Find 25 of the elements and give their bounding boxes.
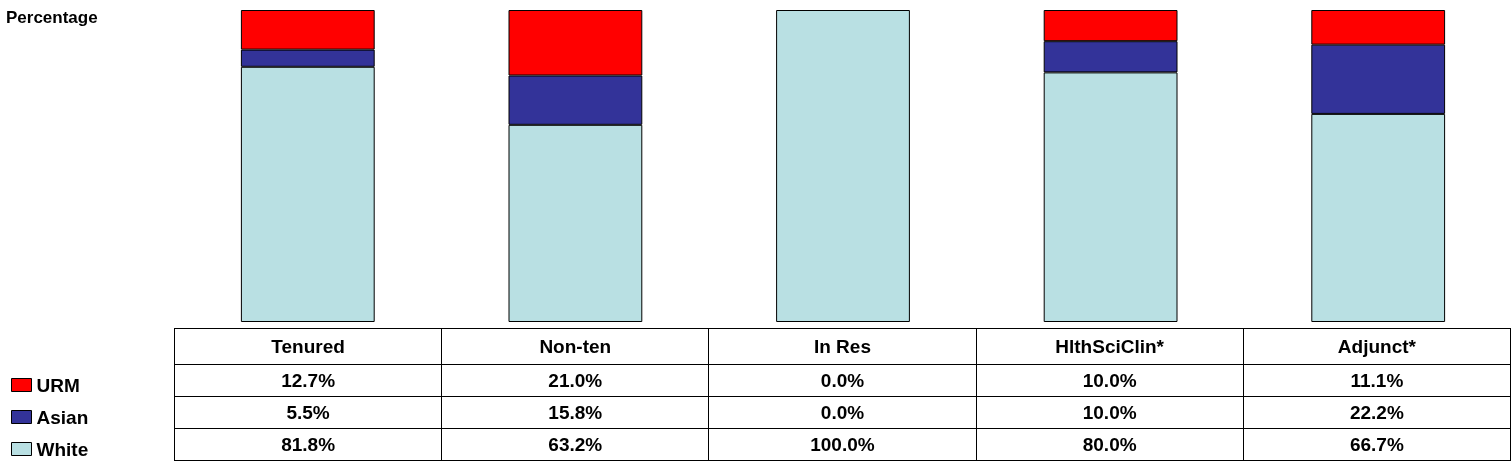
data-label: 10.0% [976,364,1244,397]
y-axis-title: Percentage [6,8,98,28]
legend-label: Asian [36,406,89,428]
data-label: 66.7% [1243,428,1511,461]
data-label: 10.0% [976,396,1244,429]
data-label: 11.1% [1243,364,1511,397]
data-label: 100.0% [708,428,977,461]
data-label: 0.0% [708,364,977,397]
data-label: 22.2% [1243,396,1511,429]
data-label: 12.7% [174,364,442,397]
legend-label: URM [36,374,80,396]
x-tick-label: Non-ten [441,328,709,365]
data-label: 81.8% [174,428,442,461]
data-label: 15.8% [441,396,709,429]
data-label: 5.5% [174,396,442,429]
data-label: 63.2% [441,428,709,461]
x-tick-label: Adjunct* [1243,328,1511,365]
data-label: 0.0% [708,396,977,429]
data-label: 21.0% [441,364,709,397]
legend-label: White [36,438,89,460]
data-label: 80.0% [976,428,1244,461]
x-tick-label: HlthSciClin* [976,328,1244,365]
x-tick-label: Tenured [174,328,442,365]
bar [776,10,910,322]
x-tick-label: In Res [708,328,977,365]
